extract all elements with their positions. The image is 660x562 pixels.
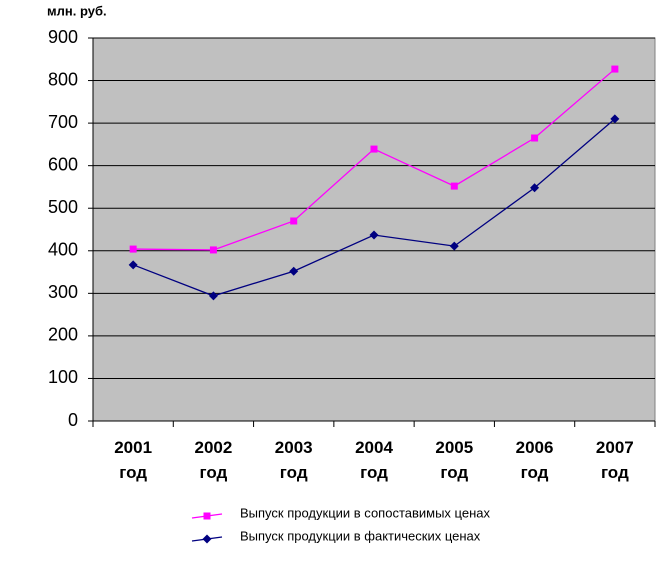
y-tick-label: 100 (48, 367, 78, 387)
marker (129, 245, 137, 253)
y-tick-label: 300 (48, 282, 78, 302)
marker (449, 241, 459, 251)
marker (290, 217, 298, 225)
y-tick-label: 500 (48, 197, 78, 217)
y-tick-label: 200 (48, 325, 78, 345)
x-tick-label: 2004 год (355, 438, 393, 482)
y-tick-label: 400 (48, 240, 78, 260)
x-tick-label: 2005 год (435, 438, 474, 482)
y-tick-label: 700 (48, 112, 78, 132)
x-tick-label: 2007 год (595, 438, 634, 482)
marker (369, 230, 379, 240)
x-tick-label: 2003 год (274, 438, 313, 482)
legend-label: Выпуск продукции в фактических ценах (240, 528, 481, 543)
marker (289, 266, 299, 276)
marker (450, 182, 458, 190)
marker (208, 291, 218, 301)
marker (531, 134, 539, 142)
marker (209, 246, 217, 254)
legend-label: Выпуск продукции в сопоставимых ценах (240, 505, 490, 520)
x-tick-label: 2006 год (515, 438, 554, 482)
legend-marker (202, 534, 212, 544)
y-tick-label: 600 (48, 154, 78, 174)
y-tick-label: 0 (68, 410, 78, 430)
marker (610, 114, 620, 124)
legend-marker (203, 512, 211, 520)
x-tick-label: 2002 год (194, 438, 233, 482)
y-tick-label: 900 (48, 27, 78, 47)
marker (370, 145, 378, 153)
marker (611, 65, 619, 73)
x-tick-label: 2001 год (114, 438, 153, 482)
plot-area (92, 37, 656, 422)
y-axis-label: млн. руб. (47, 3, 107, 18)
marker (530, 183, 540, 193)
y-tick-label: 800 (48, 69, 78, 89)
marker (128, 260, 138, 270)
